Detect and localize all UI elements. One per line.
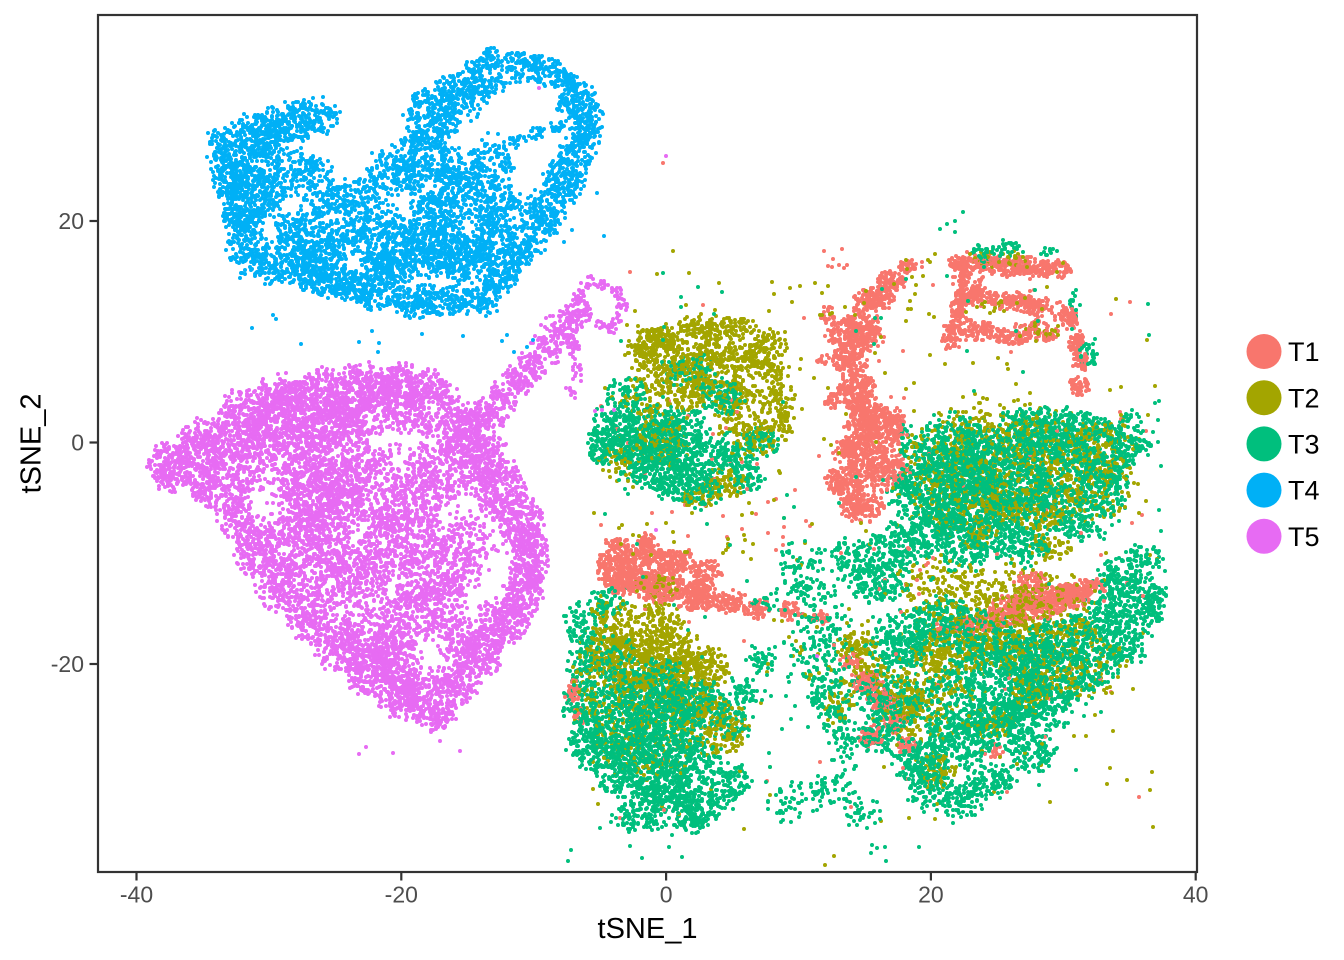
svg-text:T1: T1 bbox=[1288, 337, 1320, 367]
svg-text:-20: -20 bbox=[51, 651, 84, 677]
svg-text:-40: -40 bbox=[120, 882, 153, 908]
svg-text:T3: T3 bbox=[1288, 430, 1320, 460]
svg-text:tSNE_1: tSNE_1 bbox=[598, 913, 698, 945]
svg-text:20: 20 bbox=[918, 882, 944, 908]
svg-text:T2: T2 bbox=[1288, 383, 1320, 413]
svg-text:0: 0 bbox=[71, 430, 84, 456]
svg-text:T5: T5 bbox=[1288, 522, 1320, 552]
svg-text:0: 0 bbox=[660, 882, 673, 908]
svg-text:-20: -20 bbox=[385, 882, 418, 908]
svg-text:tSNE_2: tSNE_2 bbox=[16, 394, 48, 494]
svg-text:40: 40 bbox=[1183, 882, 1209, 908]
svg-text:T4: T4 bbox=[1288, 476, 1320, 506]
svg-text:20: 20 bbox=[58, 208, 84, 234]
